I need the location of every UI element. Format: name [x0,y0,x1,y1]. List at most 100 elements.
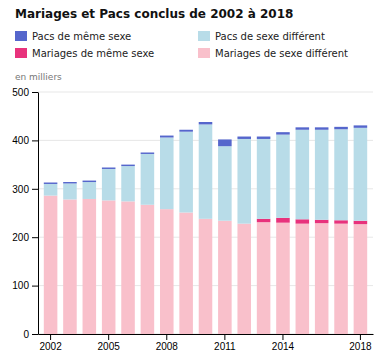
x-tick-label: 2018 [349,341,372,352]
y-axis-line [38,93,39,335]
bar-segment [237,224,251,334]
x-tick-label: 2002 [39,341,62,352]
bar-segment [141,154,155,205]
bar-segment [83,182,97,199]
x-tick: 2005 [98,334,121,352]
legend-swatch [198,48,210,58]
y-tick-label: 100 [12,280,29,291]
bar-segment [237,139,251,224]
bar-segment [102,169,116,200]
x-tick-mark [166,334,167,340]
x-tick-label: 2008 [156,341,179,352]
bar-segment [63,183,77,199]
bar-segment [237,137,251,139]
bar-segment [315,220,329,223]
legend-label: Pacs de sexe différent [215,31,325,42]
y-tick-label: 500 [12,87,29,98]
bar-segment [44,184,58,196]
bar-segment [44,196,58,334]
y-tick-label: 200 [12,232,29,243]
legend-swatch [198,31,210,41]
bar-segment [121,165,135,166]
x-tick-mark [360,334,361,340]
bar-segment [179,132,193,213]
bar-segment [121,201,135,334]
bar-segment [63,182,77,183]
bar-segment [199,124,213,218]
y-tick-mark [32,334,38,335]
bar-segment [160,136,174,138]
x-tick-label: 2005 [98,341,121,352]
bar-segment [354,128,368,221]
y-tick-label: 0 [23,329,29,340]
legend-item: Mariages de sexe différent [198,48,348,59]
x-axis: 2002 2005 2008 2011 2014 2018 [39,334,374,352]
x-tick-label: 2011 [214,341,236,352]
bar-segment [179,130,193,132]
x-tick: 2018 [349,334,372,352]
bar-segment [121,166,135,201]
x-tick: 2014 [272,334,295,352]
bar-segment [102,168,116,169]
x-tick: 2008 [156,334,179,352]
bar-segment [102,200,116,334]
bar-series [257,218,367,224]
y-tick: 0 [23,329,38,340]
bar-segment [354,224,368,334]
x-tick: 2002 [39,334,62,352]
grid-line [38,92,373,93]
bar-segment [276,132,290,134]
y-tick: 500 [12,87,38,98]
x-tick-mark [282,334,283,340]
y-tick-mark [32,237,38,238]
x-tick-mark [50,334,51,340]
bar-series [44,124,367,223]
x-tick-label: 2014 [272,341,295,352]
bar-segment [218,139,232,146]
bar-segment [296,219,310,223]
bar-segment [63,199,77,334]
bar-segment [315,127,329,129]
y-tick: 200 [12,232,38,243]
y-tick-label: 400 [12,135,29,146]
bar-segment [218,221,232,334]
chart: Mariages et Pacs conclus de 2002 à 2018P… [0,0,385,358]
x-axis-line [39,334,374,335]
x-tick: 2011 [214,334,236,352]
bar-segment [276,135,290,218]
bar-segment [218,146,232,221]
y-axis-label: en milliers [15,72,62,82]
bar-segment [334,224,348,334]
bar-segment [334,129,348,220]
bar-segment [315,130,329,220]
y-tick-mark [32,140,38,141]
y-tick-label: 300 [12,184,29,195]
bar-segment [257,219,271,222]
legend-label: Mariages de même sexe [32,48,154,59]
y-tick-mark [32,286,38,287]
bar-segment [199,219,213,334]
y-tick-mark [32,92,38,93]
bar-segment [83,181,97,182]
bar-segment [296,127,310,129]
legend-label: Pacs de même sexe [32,31,131,42]
bar-segment [160,137,174,209]
legend-item: Pacs de sexe différent [198,31,325,42]
bar-segment [257,137,271,139]
y-tick: 400 [12,135,38,146]
bar-segment [296,130,310,220]
bar-segment [141,153,155,154]
bar-segment [257,139,271,219]
bar-segment [334,220,348,223]
bar-segment [276,218,290,223]
bar-segment [354,221,368,224]
bar-segment [315,223,329,334]
y-tick-mark [32,189,38,190]
bar-segment [160,209,174,334]
x-tick-mark [108,334,109,340]
legend-item: Mariages de même sexe [15,48,154,59]
legend-swatch [15,31,27,41]
y-tick: 300 [12,184,38,195]
legend-swatch [15,48,27,58]
bar-segment [141,205,155,334]
